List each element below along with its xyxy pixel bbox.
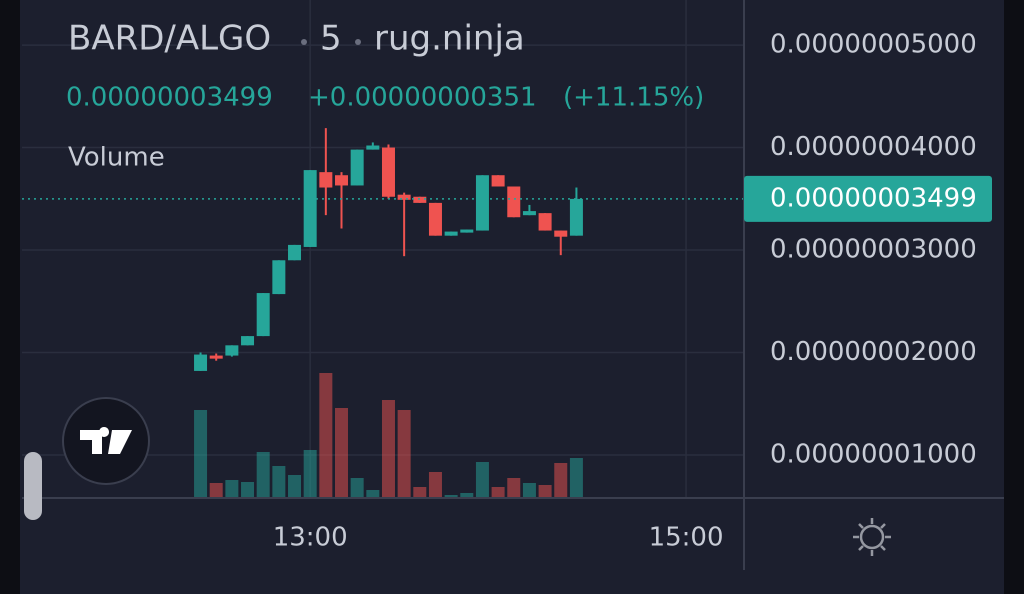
- candle-body: [194, 354, 208, 371]
- y-tick-label: 0.00000004000: [770, 132, 977, 162]
- candle-body: [413, 196, 427, 203]
- symbol[interactable]: BARD/ALGO: [68, 19, 271, 59]
- volume-bar: [569, 458, 583, 498]
- volume-bar: [319, 373, 333, 498]
- candle-body: [241, 336, 255, 346]
- candle-body: [334, 175, 348, 186]
- volume-bar: [491, 487, 505, 498]
- volume-bar: [350, 478, 364, 498]
- candle-body: [319, 172, 333, 188]
- x-tick-label: 15:00: [649, 523, 724, 553]
- candle-body: [460, 229, 474, 233]
- change-pct: (+11.15%): [563, 83, 704, 113]
- y-tick-label: 0.00000002000: [770, 337, 977, 367]
- separator: [355, 39, 361, 45]
- volume-bar: [334, 408, 348, 498]
- y-tick-label: 0.00000005000: [770, 30, 977, 60]
- candle-body: [444, 231, 458, 236]
- candle-body: [397, 194, 411, 200]
- volume-bar: [475, 462, 489, 498]
- volume-legend[interactable]: Volume: [68, 143, 165, 173]
- last-price-box: [744, 175, 992, 222]
- candle-body: [256, 293, 270, 337]
- candle-body: [538, 213, 552, 231]
- volume-bar: [366, 490, 380, 498]
- candle-body: [491, 175, 505, 187]
- candle-body: [475, 175, 489, 231]
- volume-pane: [194, 373, 583, 498]
- volume-bar: [256, 452, 270, 498]
- volume-bar: [397, 410, 411, 498]
- volume-bar: [428, 472, 442, 498]
- volume-bar: [460, 493, 474, 498]
- volume-bar: [272, 466, 286, 498]
- candle-body: [366, 145, 380, 150]
- volume-bar: [225, 480, 239, 498]
- candle-body: [225, 345, 239, 356]
- left-edge: [0, 0, 20, 594]
- volume-bar: [241, 482, 255, 498]
- y-tick-label: 0.00000001000: [770, 439, 977, 469]
- candle-body: [507, 186, 521, 218]
- volume-bar: [209, 483, 223, 498]
- candle-body: [522, 211, 536, 216]
- volume-bar: [522, 483, 536, 498]
- candles: [22, 128, 744, 371]
- change: +0.00000000351: [308, 83, 537, 113]
- volume-bar: [194, 410, 208, 498]
- candle-body: [303, 170, 317, 247]
- volume-bar: [554, 463, 568, 498]
- scroll-handle[interactable]: [24, 452, 42, 520]
- candle-body: [350, 149, 364, 186]
- candle-body: [288, 244, 302, 261]
- candle-body: [209, 355, 223, 359]
- volume-bar: [288, 475, 302, 498]
- last-price-label: 0.00000003499: [770, 183, 977, 213]
- volume-bar: [538, 485, 552, 498]
- price: 0.00000003499: [66, 83, 273, 113]
- candle-body: [554, 230, 568, 237]
- candle-body: [381, 147, 395, 197]
- volume-bar: [507, 478, 521, 498]
- tradingview-logo[interactable]: [62, 397, 150, 485]
- y-tick-label: 0.00000003000: [770, 235, 977, 265]
- candle-body: [272, 260, 286, 295]
- volume-bar: [381, 400, 395, 498]
- candle-body: [428, 202, 442, 236]
- x-tick-label: 13:00: [273, 523, 348, 553]
- volume-bar: [303, 450, 317, 498]
- separator: [301, 39, 307, 45]
- right-edge: [1004, 0, 1024, 594]
- volume-bar: [413, 487, 427, 498]
- volume-bar: [444, 495, 458, 498]
- interval[interactable]: 5: [320, 19, 342, 59]
- exchange: rug.ninja: [374, 19, 525, 59]
- settings-icon[interactable]: [853, 518, 891, 556]
- axes: 0.00000001000 0.00000002000 0.00000003000 0…: [273, 30, 992, 553]
- candle-body: [569, 198, 583, 236]
